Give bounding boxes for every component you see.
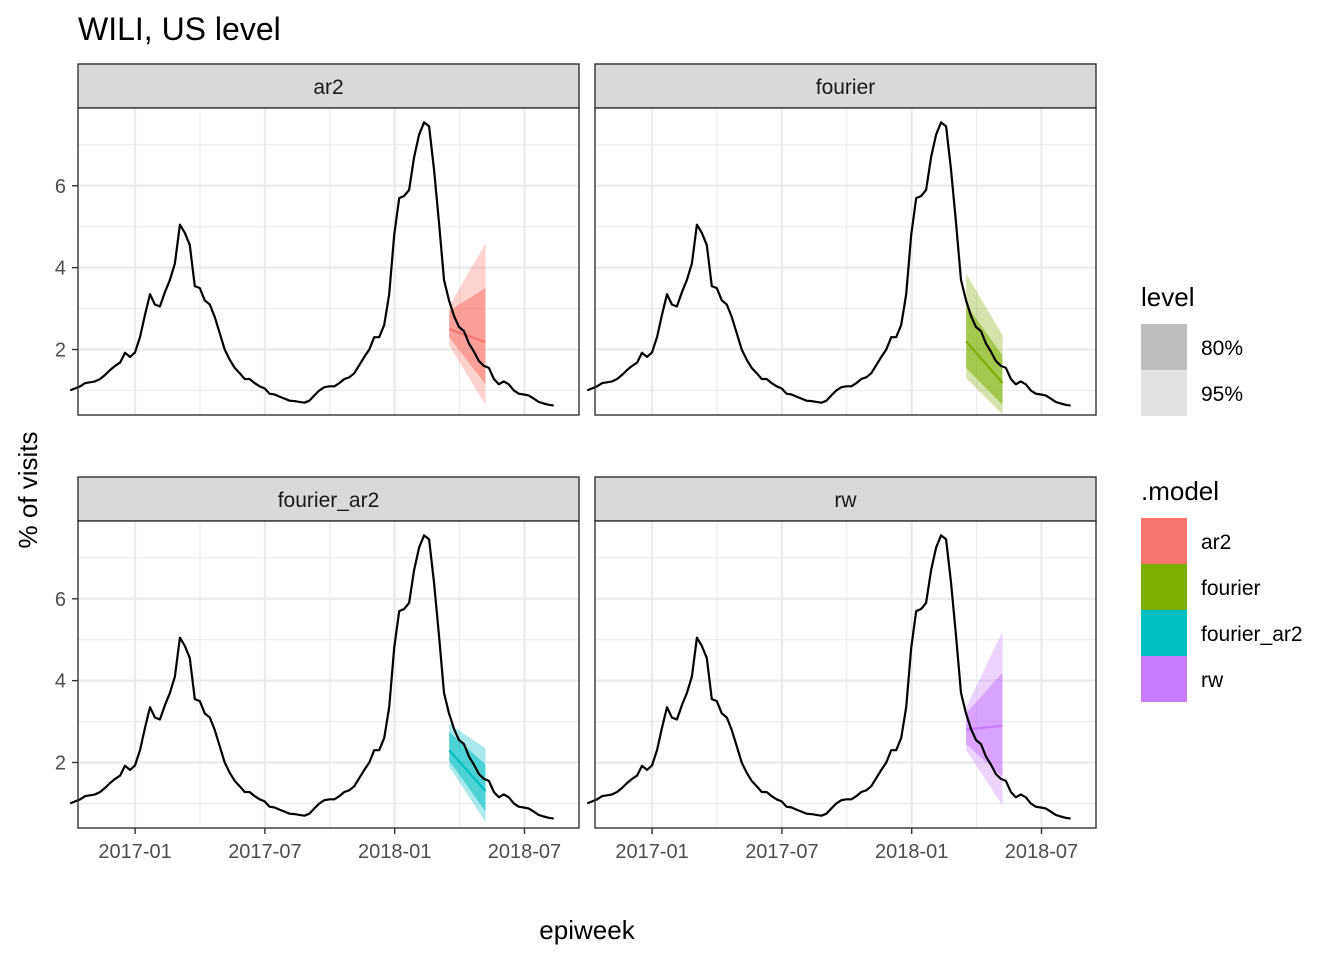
panel-fourier: fourier [586,63,1097,416]
plot-area-ar2 [78,108,579,415]
grid-rw [595,521,1096,828]
panel-border-rw [594,520,1097,829]
y-tick-label: 4 [55,671,66,693]
x-tick-label: 2017-07 [745,841,818,863]
plot-area-fourier_ar2 [78,521,579,828]
ribbon-80-fourier [966,304,1003,405]
legend: level 80% 95% .model ar2 fourier fourier_a… [1141,282,1303,702]
legend-level-key-95 [1141,370,1187,416]
strip-label-rw: rw [834,489,857,512]
legend-model-label-ar2: ar2 [1201,531,1231,554]
y-axis-label: % of visits [13,431,43,548]
observed-line-fourier [586,121,1071,407]
facet-panels: ar2 2 4 6 fourier fourier_ar2 2 4 6 2017-01 2017-0… [55,63,1097,863]
legend-level-title: level [1141,282,1194,312]
x-tick-label: 2018-07 [1005,841,1078,863]
plot-area-rw [595,521,1096,828]
legend-level-key-80 [1141,324,1187,370]
forecast-mean-fourier [965,340,1004,384]
x-tick-label: 2017-01 [615,841,688,863]
legend-model-key-fourier_ar2 [1141,610,1187,656]
x-tick-label: 2017-07 [228,841,301,863]
panel-rw: rw 2017-01 2017-07 2018-01 2018-07 [586,476,1097,863]
forecast-mean-ar2 [448,328,486,344]
y-tick-label: 2 [55,753,66,775]
legend-model-label-fourier_ar2: fourier_ar2 [1201,623,1303,646]
legend-level-label-95: 95% [1201,383,1243,406]
observed-line-rw [586,534,1071,820]
panel-border-fourier_ar2 [77,520,580,829]
strip-label-fourier_ar2: fourier_ar2 [278,489,380,512]
plot-area-fourier [595,108,1096,415]
x-axis-label: epiweek [539,915,635,945]
panel-border-ar2 [77,107,580,416]
x-tick-label: 2017-01 [98,841,171,863]
chart-title: WILI, US level [78,11,281,47]
legend-level-label-80: 80% [1201,337,1243,360]
strip-fourier_ar2 [77,476,580,522]
y-tick-label: 2 [55,340,66,362]
panel-ar2: ar2 2 4 6 [55,63,580,416]
strip-label-ar2: ar2 [313,76,343,99]
strip-label-fourier: fourier [816,76,876,99]
legend-model-key-ar2 [1141,518,1187,564]
grid-fourier [595,108,1096,415]
grid-ar2 [78,108,579,415]
grid-fourier_ar2 [78,521,579,828]
panel-fourier_ar2: fourier_ar2 2 4 6 2017-01 2017-07 2018-01 2018-… [55,476,580,863]
legend-model-key-rw [1141,656,1187,702]
legend-model-label-fourier: fourier [1201,577,1261,600]
observed-line-ar2 [69,121,554,407]
y-tick-label: 4 [55,258,66,280]
x-tick-label: 2018-01 [358,841,431,863]
x-tick-label: 2018-07 [488,841,561,863]
ribbon-80-rw [966,672,1003,777]
legend-model-key-fourier [1141,564,1187,610]
y-tick-label: 6 [55,176,66,198]
observed-line-fourier_ar2 [69,534,554,820]
legend-model-title: .model [1141,476,1219,506]
x-tick-label: 2018-01 [875,841,948,863]
legend-model-label-rw: rw [1201,669,1224,692]
strip-ar2 [77,63,580,109]
forecast-mean-fourier_ar2 [448,749,487,792]
strip-rw [594,476,1097,522]
panel-border-fourier [594,107,1097,416]
strip-fourier [594,63,1097,109]
y-tick-label: 6 [55,589,66,611]
